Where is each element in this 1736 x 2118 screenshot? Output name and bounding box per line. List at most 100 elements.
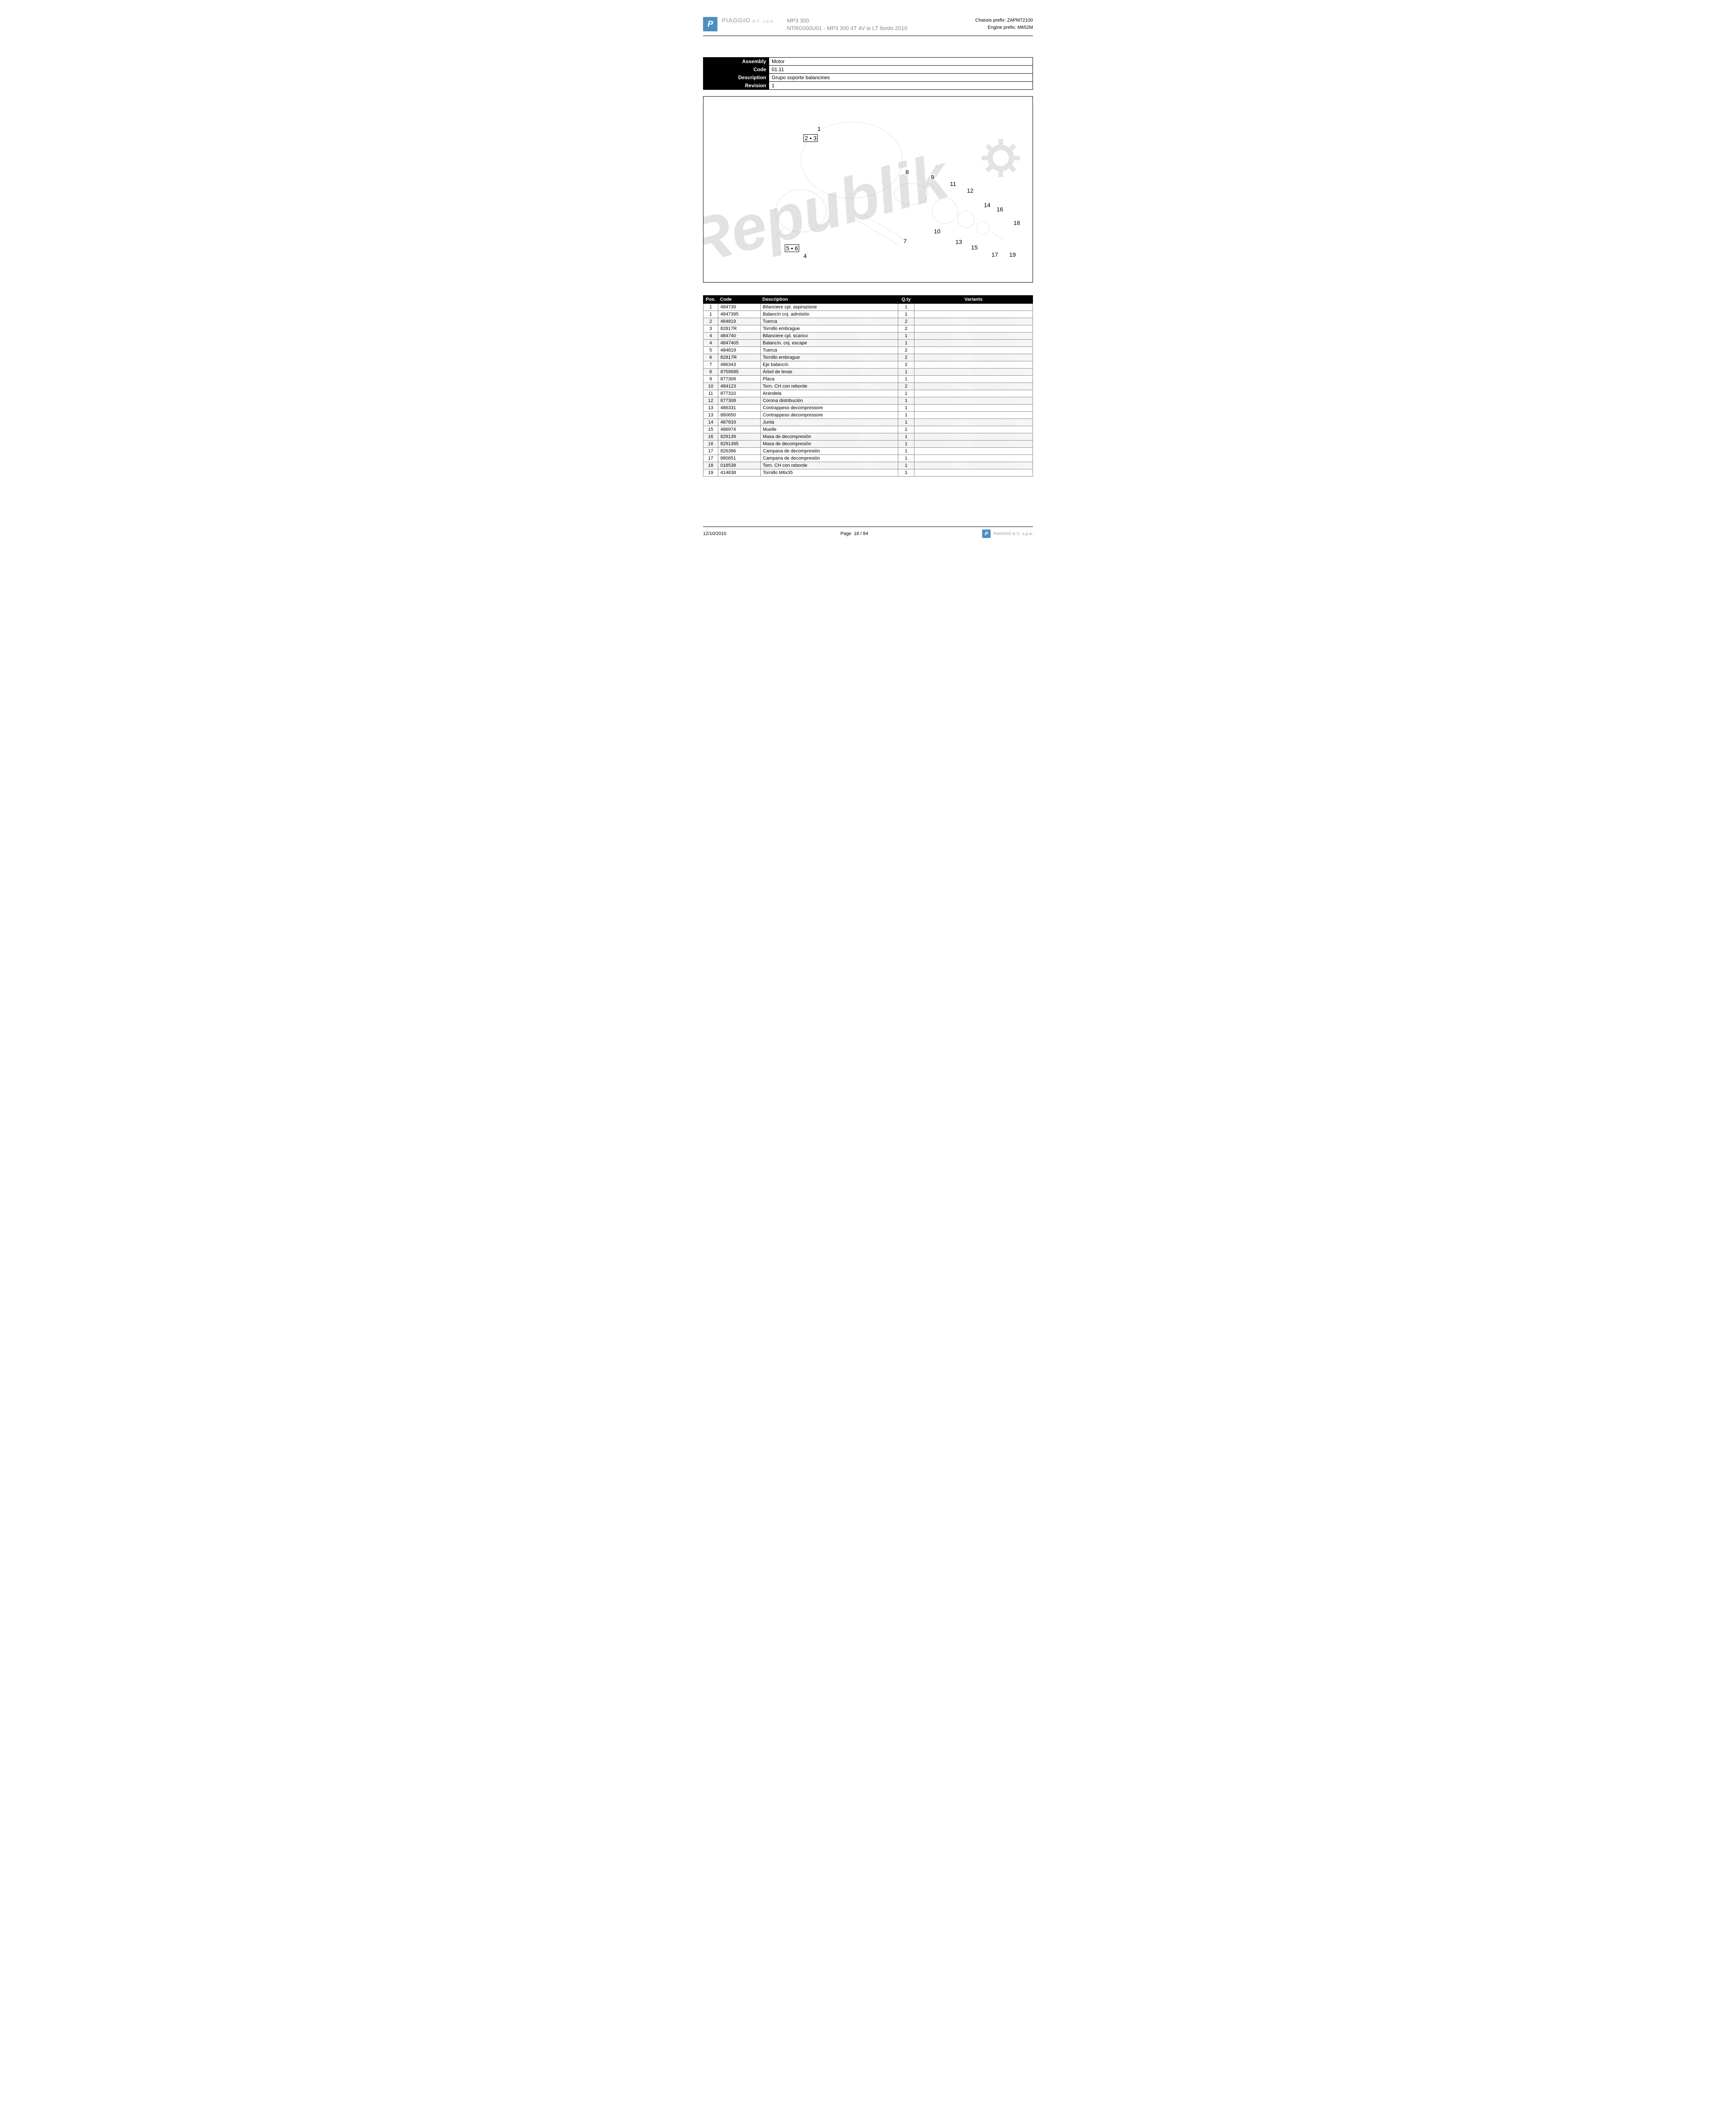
- diagram-box: Republik: [703, 96, 1033, 283]
- cell-code: 4847405: [718, 340, 761, 347]
- cell-desc: Masa de decompresiòn: [761, 441, 898, 448]
- diagram-callout: 12: [966, 187, 975, 194]
- cell-pos: 8: [703, 369, 718, 376]
- cell-qty: 1: [898, 405, 914, 412]
- cell-pos: 17: [703, 448, 718, 455]
- footer-brand: PIAGGIO & C. s.p.a.: [993, 532, 1033, 536]
- cell-pos: 7: [703, 361, 718, 369]
- diagram-callout: 15: [970, 244, 979, 251]
- assembly-label: Description: [703, 74, 769, 82]
- assembly-table: AssemblyMotorCode01.11DescriptionGrupo s…: [703, 57, 1033, 90]
- cell-desc: Tornillo M6x35: [761, 469, 898, 477]
- brand-block: PIAGGIO & C. s.p.a.: [722, 17, 774, 25]
- diagram-callout: 18: [1013, 219, 1021, 226]
- cell-desc: Eje balancín: [761, 361, 898, 369]
- cell-qty: 1: [898, 397, 914, 405]
- cell-desc: Contrappeso decompressore: [761, 405, 898, 412]
- cell-code: 8759585: [718, 369, 761, 376]
- cell-desc: Muelle: [761, 426, 898, 433]
- cell-var: [914, 325, 1033, 333]
- cell-desc: Torn. CH con reborde: [761, 462, 898, 469]
- cell-code: 877309: [718, 376, 761, 383]
- cell-pos: 4: [703, 340, 718, 347]
- cell-var: [914, 354, 1033, 361]
- assembly-row: Revision1: [703, 82, 1033, 90]
- cell-qty: 1: [898, 455, 914, 462]
- table-row: 9877309Placa1: [703, 376, 1033, 383]
- cell-qty: 2: [898, 361, 914, 369]
- footer-page-label: Page: [840, 531, 851, 536]
- cell-pos: 14: [703, 419, 718, 426]
- cell-var: [914, 383, 1033, 390]
- cell-var: [914, 419, 1033, 426]
- table-row: 5484819Tuerca2: [703, 347, 1033, 354]
- cell-var: [914, 304, 1033, 311]
- cell-qty: 1: [898, 340, 914, 347]
- cell-code: 877310: [718, 390, 761, 397]
- header-pos: Pos.: [703, 296, 718, 304]
- cell-desc: Bilanciere cpl. aspirazione: [761, 304, 898, 311]
- table-row: 13486331Contrappeso decompressore1: [703, 405, 1033, 412]
- cell-desc: Tornillo embrague: [761, 354, 898, 361]
- cell-desc: Balancín cnj. admisión: [761, 311, 898, 318]
- cell-desc: Contrappeso decompressore: [761, 412, 898, 419]
- cell-var: [914, 390, 1033, 397]
- cell-qty: 1: [898, 433, 914, 441]
- cell-desc: Placa: [761, 376, 898, 383]
- cell-desc: Junta: [761, 419, 898, 426]
- cell-qty: 2: [898, 347, 914, 354]
- table-row: 7486343Eje balancín2: [703, 361, 1033, 369]
- cell-pos: 13: [703, 412, 718, 419]
- cell-pos: 13: [703, 405, 718, 412]
- footer-page-num: 18 / 84: [854, 531, 868, 536]
- cell-qty: 1: [898, 448, 914, 455]
- cell-var: [914, 369, 1033, 376]
- chassis-value: ZAPM72100: [1007, 18, 1033, 23]
- cell-var: [914, 405, 1033, 412]
- cell-var: [914, 426, 1033, 433]
- diagram-callout: 10: [933, 228, 941, 235]
- cell-pos: 2: [703, 318, 718, 325]
- diagram-callout: 9: [930, 174, 935, 180]
- cell-code: 484123: [718, 383, 761, 390]
- cell-desc: Arandela: [761, 390, 898, 397]
- table-row: 18018538Torn. CH con reborde1: [703, 462, 1033, 469]
- cell-pos: 6: [703, 354, 718, 361]
- cell-desc: Bilanciere cpl. scarico: [761, 333, 898, 340]
- table-row: 4484740Bilanciere cpl. scarico1: [703, 333, 1033, 340]
- header: P PIAGGIO & C. s.p.a. MP3 300 NTRG000U01…: [703, 17, 1033, 32]
- cell-pos: 16: [703, 441, 718, 448]
- cell-pos: 19: [703, 469, 718, 477]
- diagram-callout: 7: [903, 238, 908, 244]
- brand-name: PIAGGIO: [722, 14, 750, 24]
- cell-var: [914, 441, 1033, 448]
- assembly-row: DescriptionGrupo soporte balancines: [703, 74, 1033, 82]
- cell-qty: 1: [898, 333, 914, 340]
- cell-code: 484739: [718, 304, 761, 311]
- cell-var: [914, 455, 1033, 462]
- title-block: MP3 300 NTRG000U01 - MP3 300 4T 4V ie LT…: [787, 17, 907, 32]
- header-desc: Description: [761, 296, 898, 304]
- cell-qty: 1: [898, 419, 914, 426]
- cell-qty: 1: [898, 311, 914, 318]
- chassis-line: Chassis prefix: ZAPM72100: [975, 17, 1033, 24]
- cell-var: [914, 347, 1033, 354]
- table-row: 14847395Balancín cnj. admisión1: [703, 311, 1033, 318]
- header-var: Variants: [914, 296, 1033, 304]
- cell-desc: Campana de decompresiòn: [761, 448, 898, 455]
- cell-code: 8291395: [718, 441, 761, 448]
- footer-date: 12/10/2010: [703, 531, 726, 536]
- cell-code: 486343: [718, 361, 761, 369]
- cell-desc: Tuerca: [761, 347, 898, 354]
- diagram-callout: 5 • 6: [785, 244, 799, 252]
- cell-var: [914, 318, 1033, 325]
- cell-code: 487833: [718, 419, 761, 426]
- model-name: MP3 300: [787, 17, 907, 25]
- cell-code: 82817R: [718, 354, 761, 361]
- cell-pos: 9: [703, 376, 718, 383]
- cell-qty: 1: [898, 390, 914, 397]
- cell-code: 4847395: [718, 311, 761, 318]
- cell-pos: 3: [703, 325, 718, 333]
- cell-var: [914, 311, 1033, 318]
- cell-desc: Tuerca: [761, 318, 898, 325]
